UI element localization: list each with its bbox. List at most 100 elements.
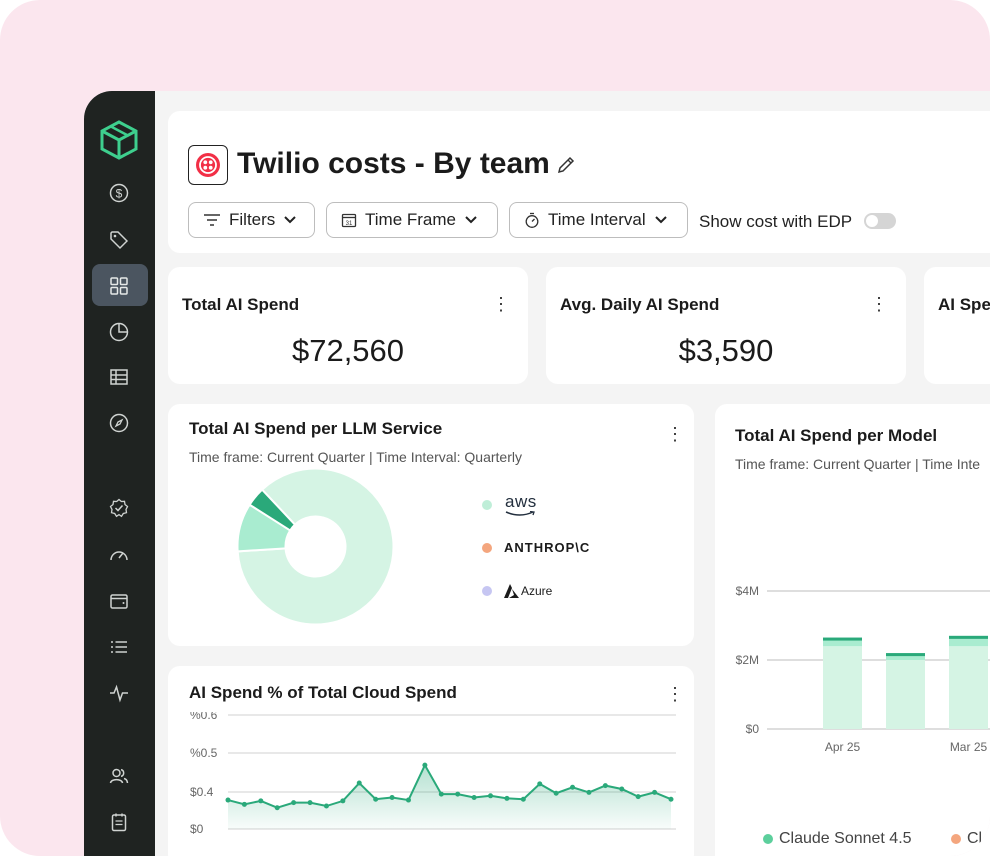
filters-label: Filters	[229, 210, 276, 229]
stopwatch-icon	[525, 212, 539, 228]
data-point[interactable]	[635, 794, 641, 800]
data-point[interactable]	[652, 789, 658, 795]
legend-label-anthropic: ANTHROP\C	[504, 540, 591, 555]
twilio-logo-icon	[188, 145, 228, 185]
page-title: Twilio costs - By team	[237, 147, 550, 180]
data-point[interactable]	[373, 796, 379, 802]
legend-label-aws: aws	[505, 492, 537, 511]
kpi-card-total-ai-spend: Total AI Spend ⋮ $72,560	[168, 267, 528, 384]
data-point[interactable]	[274, 805, 280, 811]
data-point[interactable]	[225, 797, 231, 803]
bar-segment-claude-sonnet[interactable]	[949, 646, 988, 729]
data-point[interactable]	[488, 793, 494, 799]
azure-icon	[504, 584, 519, 598]
bar-top-segment	[949, 635, 988, 639]
data-point[interactable]	[307, 800, 313, 806]
more-options-icon[interactable]: ⋮	[666, 424, 684, 444]
slice-azure[interactable]	[248, 488, 297, 532]
tag-icon[interactable]	[108, 229, 130, 251]
data-point[interactable]	[602, 783, 608, 789]
sidebar: $	[84, 91, 155, 856]
llm-service-card: Total AI Spend per LLM Service ⋮ Time fr…	[168, 404, 694, 646]
data-point[interactable]	[241, 801, 247, 807]
activity-icon[interactable]	[108, 682, 130, 704]
users-icon[interactable]	[108, 765, 130, 787]
compass-icon[interactable]	[108, 412, 130, 434]
bar-segment-other[interactable]	[823, 637, 862, 647]
card-title: Total AI Spend per LLM Service	[189, 419, 443, 438]
azure-logo: Azure	[504, 584, 552, 598]
bar-segment-other[interactable]	[886, 653, 925, 660]
legend-item-claude-sonnet: Claude Sonnet 4.5	[763, 830, 912, 848]
logo-icon[interactable]	[98, 119, 140, 161]
data-point[interactable]	[504, 795, 510, 801]
edp-toggle[interactable]	[864, 213, 896, 229]
y-tick-label: %0.5	[190, 746, 218, 760]
data-point[interactable]	[471, 795, 477, 801]
more-options-icon[interactable]: ⋮	[870, 294, 888, 314]
data-point[interactable]	[438, 791, 444, 797]
filters-button[interactable]: Filters	[188, 202, 315, 238]
table-icon[interactable]	[108, 366, 130, 388]
data-point[interactable]	[553, 790, 559, 796]
y-tick-label: $2M	[736, 653, 759, 667]
data-point[interactable]	[422, 762, 428, 768]
area-line	[227, 762, 672, 809]
data-point[interactable]	[389, 795, 395, 801]
notepad-icon[interactable]	[108, 811, 130, 833]
data-point[interactable]	[455, 791, 461, 797]
data-point[interactable]	[619, 786, 625, 792]
x-tick-label: Mar 25	[950, 740, 988, 754]
svg-text:31: 31	[346, 221, 353, 227]
more-options-icon[interactable]: ⋮	[666, 684, 684, 704]
legend-label-azure: Azure	[521, 584, 553, 598]
y-tick-label: %0.6	[190, 712, 218, 722]
card-subtitle: Time frame: Current Quarter | Time Inte	[735, 456, 981, 472]
data-point[interactable]	[586, 789, 592, 795]
time-interval-button[interactable]: Time Interval	[509, 202, 688, 238]
data-point[interactable]	[258, 798, 264, 804]
bar-top-segment	[823, 637, 862, 641]
y-tick-label: $0	[190, 822, 204, 836]
data-point[interactable]	[405, 797, 411, 803]
legend-label: Claude Sonnet 4.5	[779, 830, 912, 847]
data-point[interactable]	[291, 800, 297, 806]
edit-pencil-icon[interactable]	[556, 155, 576, 175]
data-point[interactable]	[570, 784, 576, 790]
data-point[interactable]	[537, 781, 543, 787]
gauge-icon[interactable]	[108, 544, 130, 566]
data-point[interactable]	[520, 796, 526, 802]
svg-text:$: $	[116, 187, 123, 201]
model-card: Total AI Spend per Model Time frame: Cur…	[715, 404, 990, 856]
slice-aws[interactable]	[237, 468, 394, 625]
pie-chart-icon[interactable]	[108, 321, 130, 343]
legend-dot	[482, 500, 492, 510]
x-tick-label: Apr 25	[825, 740, 861, 754]
donut-chart	[237, 468, 394, 625]
time-interval-label: Time Interval	[548, 210, 646, 229]
card-title: Total AI Spend per Model	[735, 426, 938, 445]
data-point[interactable]	[356, 780, 362, 786]
legend-dot	[482, 542, 492, 553]
data-point[interactable]	[668, 796, 674, 802]
kpi-card-ai-spend-partial: AI Spe	[924, 267, 990, 384]
bar-segment-other[interactable]	[949, 635, 988, 647]
dashboard-grid-icon[interactable]	[108, 275, 130, 297]
list-icon[interactable]	[108, 636, 130, 658]
bar-segment-claude-sonnet[interactable]	[823, 646, 862, 729]
wallet-icon[interactable]	[108, 590, 130, 612]
dollar-icon[interactable]: $	[108, 182, 130, 204]
time-frame-button[interactable]: 31 Time Frame	[326, 202, 498, 238]
bar-segment-claude-sonnet[interactable]	[886, 660, 925, 729]
verified-badge-icon[interactable]	[108, 497, 130, 519]
data-point[interactable]	[340, 798, 346, 804]
aws-logo-icon: aws	[504, 492, 538, 518]
data-point[interactable]	[323, 803, 329, 809]
kpi-title: Total AI Spend	[182, 295, 300, 314]
area-chart: $0 $0.4 %0.5 %0.6	[190, 712, 676, 836]
area-fill	[228, 765, 671, 829]
y-tick-label: $4M	[736, 584, 759, 598]
more-options-icon[interactable]: ⋮	[492, 294, 510, 314]
